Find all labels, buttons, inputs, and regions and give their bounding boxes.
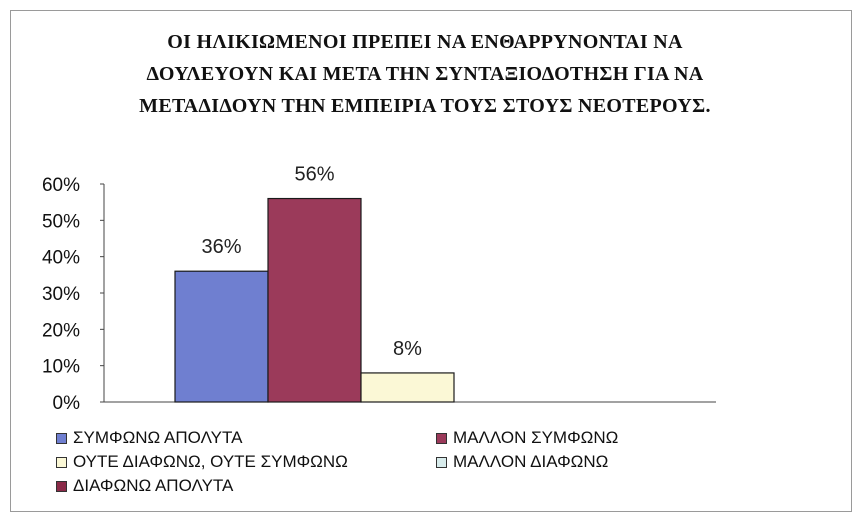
y-tick-label: 20% — [42, 320, 80, 341]
data-label: 36% — [201, 236, 241, 258]
chart-title: ΟΙ ΗΛΙΚΙΩΜΕΝΟΙ ΠΡΕΠΕΙ ΝΑ ΕΝΘΑΡΡΥΝΟΝΤΑΙ Ν… — [60, 26, 790, 122]
title-line: ΟΙ ΗΛΙΚΙΩΜΕΝΟΙ ΠΡΕΠΕΙ ΝΑ ΕΝΘΑΡΡΥΝΟΝΤΑΙ Ν… — [167, 31, 683, 53]
legend-item: ΔΙΑΦΩΝΩ ΑΠΟΛΥΤΑ — [56, 476, 233, 496]
legend-item: ΟΥΤΕ ΔΙΑΦΩΝΩ, ΟΥΤΕ ΣΥΜΦΩΝΩ — [56, 452, 348, 472]
legend-label: ΜΑΛΛΟΝ ΔΙΑΦΩΝΩ — [453, 452, 609, 471]
chart-frame — [10, 10, 852, 512]
y-tick-label: 50% — [42, 211, 80, 232]
legend-swatch — [436, 432, 447, 444]
y-tick-label: 40% — [42, 248, 80, 269]
title-line: ΔΟΥΛΕΥΟΥΝ ΚΑΙ ΜΕΤΑ ΤΗΝ ΣΥΝΤΑΞΙΟΔΟΤΗΣΗ ΓΙ… — [146, 63, 704, 85]
legend-label: ΜΑΛΛΟΝ ΣΥΜΦΩΝΩ — [453, 428, 619, 447]
data-label: 8% — [393, 338, 422, 360]
legend-swatch — [56, 480, 67, 492]
bar — [360, 372, 455, 403]
legend-item: ΜΑΛΛΟΝ ΔΙΑΦΩΝΩ — [436, 452, 608, 472]
title-line: ΜΕΤΑΔΙΔΟΥΝ ΤΗΝ ΕΜΠΕΙΡΙΑ ΤΟΥΣ ΣΤΟΥΣ ΝΕΟΤΕ… — [139, 95, 711, 117]
y-tick-label: 0% — [53, 393, 81, 414]
data-label: 56% — [294, 164, 334, 186]
y-tick-label: 60% — [42, 175, 80, 196]
legend-swatch — [56, 456, 67, 468]
y-tick-label: 30% — [42, 284, 80, 305]
legend-swatch — [436, 456, 447, 468]
legend-label: ΟΥΤΕ ΔΙΑΦΩΝΩ, ΟΥΤΕ ΣΥΜΦΩΝΩ — [73, 452, 348, 471]
y-tick-label: 10% — [42, 357, 80, 378]
legend-label: ΔΙΑΦΩΝΩ ΑΠΟΛΥΤΑ — [73, 476, 234, 495]
bar — [174, 270, 269, 403]
bar — [267, 197, 362, 403]
legend-item: ΜΑΛΛΟΝ ΣΥΜΦΩΝΩ — [436, 428, 618, 448]
legend-swatch — [56, 432, 67, 444]
legend-item: ΣΥΜΦΩΝΩ ΑΠΟΛΥΤΑ — [56, 428, 242, 448]
legend-label: ΣΥΜΦΩΝΩ ΑΠΟΛΥΤΑ — [73, 428, 243, 447]
